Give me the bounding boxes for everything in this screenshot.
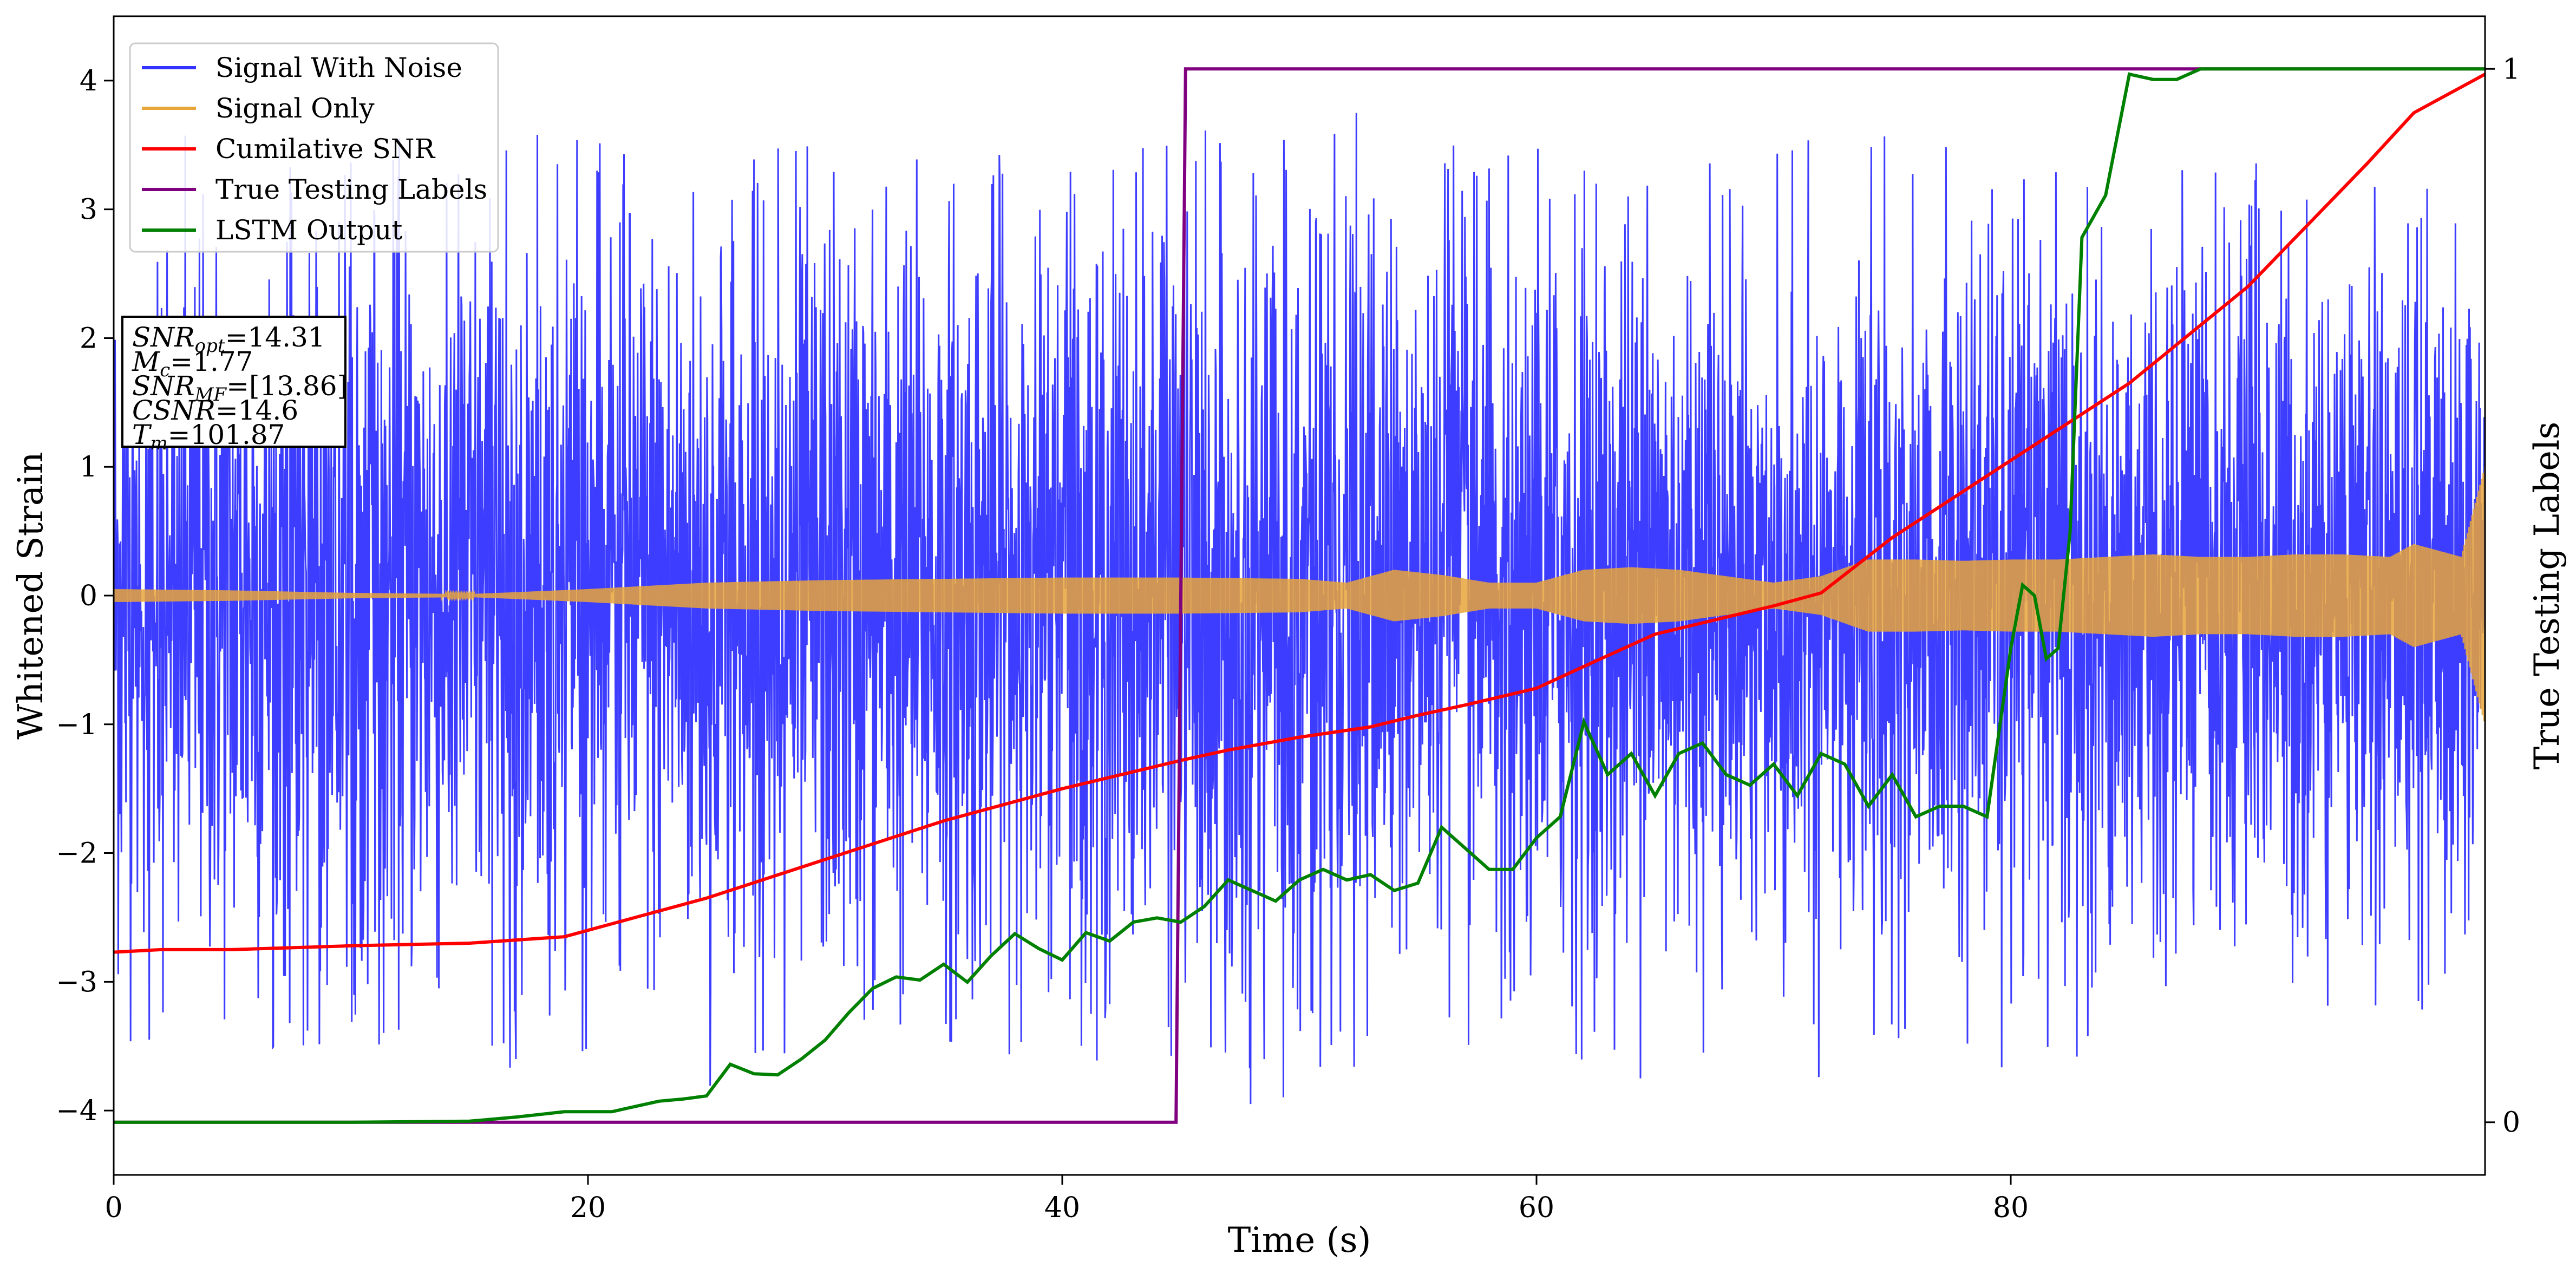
y-tick-label: −2 [56,838,97,870]
x-axis-label: Time (s) [1228,1220,1371,1260]
legend-entry: LSTM Output [215,214,402,246]
series-signal-only [114,467,2485,722]
y-tick-label: −3 [56,966,97,998]
y-tick-label: −4 [56,1095,97,1127]
legend-entry: Cumilative SNR [215,133,435,165]
legend-entry: True Testing Labels [215,174,487,205]
info-box-frame [121,316,346,448]
x-tick-label: 20 [570,1192,606,1224]
legend: Signal With Noise Signal Only Cumilative S… [129,42,499,253]
info-box-line: Mc=1.77 [132,346,253,381]
y-tick-label: 3 [80,194,97,226]
info-box-line: CSNR=14.6 [132,395,298,426]
series-cumilative-snr [114,73,2485,954]
y-tick-label: 1 [80,451,97,484]
series-true-testing-labels [114,67,2485,1124]
y-axis-label: Whitened Strain [11,452,51,739]
info-box: SNRopt=14.31Mc=1.77SNRMF=[13.86]CSNR=14.… [121,316,348,454]
info-box-line: Tm=101.87 [132,419,285,454]
legend-frame [129,42,499,253]
info-box-line: SNRMF=[13.86] [132,370,348,406]
x-tick-label: 40 [1044,1192,1080,1224]
y2-axis-label: True Testing Labels [2527,422,2567,770]
legend-entry: Signal Only [215,93,375,124]
y-tick-label: 0 [80,580,97,612]
legend-entry: Signal With Noise [215,52,462,83]
info-box-line: SNRopt=14.31 [132,322,325,357]
x-tick-label: 0 [104,1192,122,1224]
y-tick-label: 4 [80,65,97,97]
plot-area [114,67,2485,1124]
y2-tick-label: 1 [2502,53,2520,86]
x-tick-label: 80 [1993,1192,2029,1224]
y-tick-label: −1 [56,709,97,741]
x-tick-label: 60 [1519,1192,1554,1224]
series-lstm-output [114,67,2485,1124]
y-tick-label: 2 [80,322,97,355]
y2-tick-label: 0 [2502,1107,2520,1139]
